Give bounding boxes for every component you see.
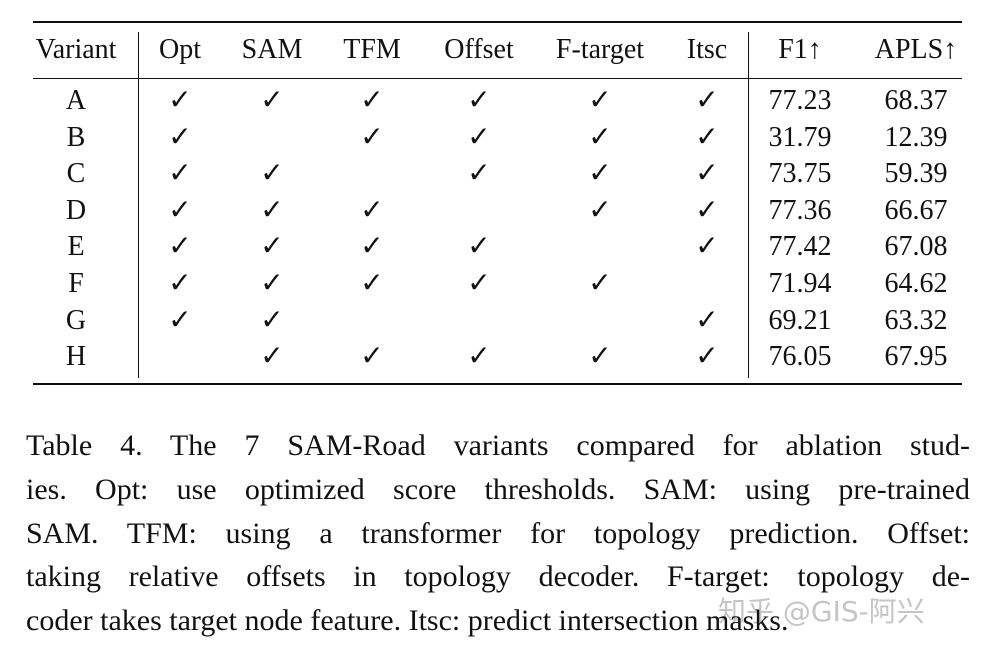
metric-value: 67.08 (884, 231, 948, 263)
check-mark: ✓ (360, 231, 384, 263)
caption-line: SAM. TFM: using a transformer for topolo… (26, 516, 970, 550)
check-mark: ✓ (260, 194, 284, 226)
caption-line: Table 4. The 7 SAM-Road variants compare… (26, 429, 970, 462)
metric-value: 66.67 (884, 194, 948, 226)
variant-label: G (65, 304, 87, 336)
check-mark: ✓ (695, 194, 719, 226)
variant-label: C (66, 158, 86, 190)
check-mark: ✓ (360, 121, 384, 153)
variant-label: A (65, 85, 87, 116)
variant-label: H (65, 341, 87, 373)
header-cell: SAM (241, 34, 303, 65)
check-mark: ✓ (360, 341, 384, 373)
check-mark: ✓ (588, 158, 612, 190)
check-mark: ✓ (168, 194, 192, 226)
top-rule (33, 21, 962, 23)
caption-line: taking relative offsets in topology deco… (26, 560, 970, 594)
check-mark: ✓ (467, 231, 491, 263)
check-mark: ✓ (260, 304, 284, 336)
check-mark: ✓ (260, 231, 284, 263)
check-mark: ✓ (467, 121, 491, 153)
variant-label: D (65, 194, 87, 226)
check-mark: ✓ (588, 341, 612, 373)
metric-value: 31.79 (768, 121, 832, 153)
check-mark: ✓ (168, 268, 192, 299)
metric-value: 68.37 (884, 85, 948, 116)
header-cell: Itsc (686, 34, 728, 65)
variant-label: B (66, 121, 86, 153)
metric-value: 76.05 (768, 341, 832, 373)
metric-value: 73.75 (768, 158, 832, 190)
metric-value: 77.23 (768, 85, 832, 116)
variant-label: E (67, 231, 85, 263)
metric-value: 64.62 (884, 268, 948, 299)
header-cell: F1↑ (778, 34, 822, 65)
header-cell: Variant (35, 34, 117, 65)
metric-value: 77.36 (768, 194, 832, 226)
column-separator (138, 32, 139, 378)
check-mark: ✓ (588, 85, 612, 116)
metric-value: 69.21 (768, 304, 832, 336)
check-mark: ✓ (467, 158, 491, 190)
check-mark: ✓ (588, 194, 612, 226)
header-rule (33, 78, 962, 79)
check-mark: ✓ (360, 85, 384, 116)
metric-value: 59.39 (884, 158, 948, 190)
check-mark: ✓ (695, 341, 719, 373)
check-mark: ✓ (467, 268, 491, 299)
metric-value: 71.94 (768, 268, 832, 299)
check-mark: ✓ (260, 85, 284, 116)
header-cell: Offset (444, 34, 514, 65)
check-mark: ✓ (260, 158, 284, 190)
watermark: 知乎 @GIS-阿兴 (718, 595, 925, 628)
check-mark: ✓ (168, 158, 192, 190)
check-mark: ✓ (360, 194, 384, 226)
check-mark: ✓ (695, 304, 719, 336)
check-mark: ✓ (695, 158, 719, 190)
header-cell: APLS↑ (874, 34, 958, 65)
metric-value: 77.42 (768, 231, 832, 263)
header-cell: TFM (343, 34, 401, 65)
bottom-rule (33, 383, 962, 385)
check-mark: ✓ (168, 231, 192, 263)
metric-value: 67.95 (884, 341, 948, 373)
check-mark: ✓ (695, 85, 719, 116)
check-mark: ✓ (467, 341, 491, 373)
header-cell: F-target (555, 34, 645, 65)
check-mark: ✓ (695, 121, 719, 153)
metric-value: 12.39 (884, 121, 948, 153)
check-mark: ✓ (467, 85, 491, 116)
check-mark: ✓ (168, 121, 192, 153)
check-mark: ✓ (260, 341, 284, 373)
caption-line: coder takes target node feature. Itsc: p… (26, 604, 789, 638)
check-mark: ✓ (588, 268, 612, 299)
header-cell: Opt (159, 34, 201, 65)
check-mark: ✓ (168, 304, 192, 336)
check-mark: ✓ (168, 85, 192, 116)
check-mark: ✓ (360, 268, 384, 299)
check-mark: ✓ (695, 231, 719, 263)
check-mark: ✓ (588, 121, 612, 153)
caption-line: ies. Opt: use optimized score thresholds… (26, 472, 970, 506)
column-separator (748, 32, 749, 378)
metric-value: 63.32 (884, 304, 948, 336)
variant-label: F (68, 268, 84, 299)
check-mark: ✓ (260, 268, 284, 299)
